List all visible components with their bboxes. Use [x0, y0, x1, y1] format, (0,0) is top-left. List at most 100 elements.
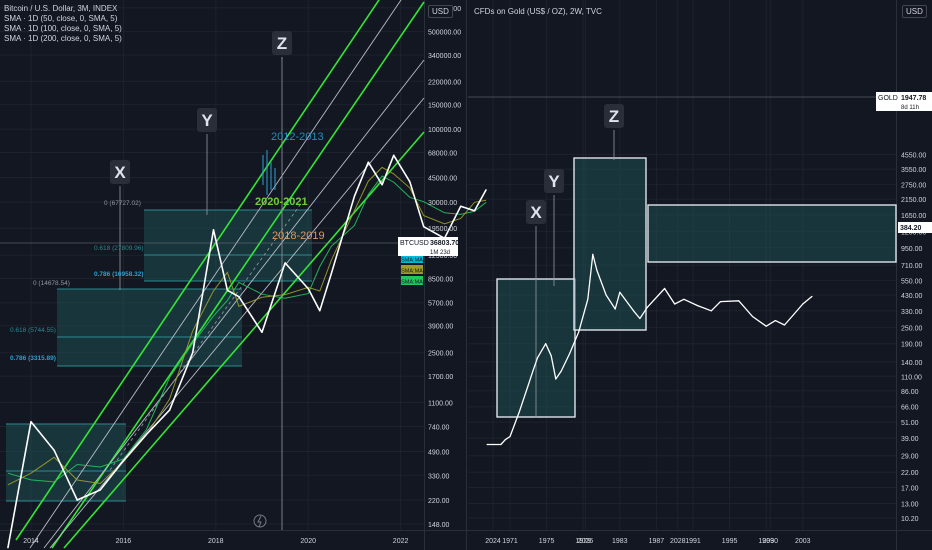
dashed-trendline — [109, 204, 301, 471]
data-point — [793, 313, 795, 316]
fib-label: 0 (14678.54) — [33, 280, 70, 287]
data-point — [330, 273, 332, 275]
btc-last-price: 36803.70 — [430, 240, 459, 247]
y-tick-label: 330.00 — [428, 473, 450, 480]
y-tick-label: 2150.00 — [901, 197, 926, 204]
y-tick-label: 4550.00 — [901, 152, 926, 159]
data-point — [30, 421, 32, 423]
y-tick-label: 500000.00 — [428, 30, 461, 37]
y-tick-label: 1650.00 — [901, 213, 926, 220]
data-point — [527, 384, 529, 386]
y-tick-label: 1700.00 — [428, 374, 453, 381]
legend-sma-100[interactable]: SMA · 1D (100, close, 0, SMA, 5) — [4, 24, 122, 33]
x-tick-label: 2003 — [795, 538, 811, 545]
data-point — [7, 547, 9, 549]
y-tick-label: 220000.00 — [428, 79, 461, 86]
wave-letter-Y: Y — [548, 172, 560, 191]
gold-series — [486, 253, 813, 446]
data-point — [614, 308, 616, 310]
data-point — [504, 439, 507, 441]
x-tick-label: 2024 — [485, 538, 501, 545]
data-point — [536, 357, 539, 359]
fib-box — [6, 424, 126, 501]
wave-tag — [544, 169, 564, 193]
data-point — [145, 433, 148, 435]
legend-sma-50[interactable]: SMA · 1D (50, close, 0, SMA, 5) — [4, 14, 118, 23]
data-point — [605, 294, 607, 296]
data-point — [238, 296, 240, 298]
data-point — [192, 352, 194, 354]
y-tick-label: 100000.00 — [428, 127, 461, 134]
data-point — [353, 195, 355, 197]
left-time-axis: 2014 2016 2018 2020 2022 2024 2026 2028 2030 — [23, 538, 778, 545]
legend-symbol[interactable]: CFDs on Gold (US$ / OZ), 2W, TVC — [474, 7, 602, 16]
fib-box — [144, 210, 312, 281]
channel-line — [49, 97, 425, 549]
y-tick-label: 45000.00 — [428, 176, 457, 183]
flash-icon — [257, 515, 262, 528]
wave-letter-Z: Z — [277, 34, 287, 53]
x-tick-label: 1991 — [685, 538, 701, 545]
data-point — [710, 310, 712, 312]
y-tick-label: 19500.00 — [428, 226, 457, 233]
y-tick-label: 12500.00 — [428, 253, 457, 260]
data-point — [122, 460, 124, 462]
right-time-axis: 1971 1975 1979 1983 1987 1991 1995 1999 2003 — [502, 538, 810, 545]
y-tick-label: 13.00 — [901, 502, 919, 509]
y-tick-label: 3900.00 — [428, 324, 453, 331]
x-tick-label: 1995 — [722, 538, 738, 545]
channel-line — [29, 0, 402, 549]
wave-tag — [604, 104, 624, 128]
y-tick-label: 250.00 — [901, 325, 923, 332]
x-tick-label: 2016 — [116, 538, 132, 545]
y-tick-label: 8500.00 — [428, 277, 453, 284]
fib-label: 0 (67727.02) — [104, 200, 141, 207]
sma-line — [7, 166, 487, 486]
overlay-labels: BTCUSD 36803.70 1M 23d GOLD 1947.78 8d 11h 384… — [398, 92, 932, 256]
gold-countdown: 8d 11h — [901, 105, 919, 111]
data-point — [719, 301, 722, 303]
wave-tag — [197, 108, 217, 132]
y-tick-label: 140.00 — [901, 360, 923, 367]
data-point — [509, 435, 511, 438]
x-tick-label: 1983 — [612, 538, 628, 545]
data-point — [811, 295, 813, 298]
data-point — [596, 269, 598, 271]
data-point — [284, 262, 286, 264]
right-currency-button[interactable]: USD — [902, 5, 927, 18]
left-currency-button[interactable]: USD — [428, 5, 453, 18]
data-point — [500, 443, 502, 446]
data-point — [555, 378, 557, 380]
gold-last-tag — [898, 222, 932, 233]
x-tick-label: 2018 — [208, 538, 224, 545]
data-point — [639, 317, 641, 320]
data-point — [485, 189, 487, 191]
cycle-label: 2018-2019 — [272, 230, 325, 242]
btc-countdown: 1M 23d — [430, 250, 450, 256]
channel-line — [51, 1, 425, 549]
y-tick-label: 29.00 — [901, 454, 919, 461]
y-tick-label: 2500.00 — [428, 351, 453, 358]
data-point — [169, 409, 171, 411]
legend-sma-200[interactable]: SMA · 1D (200, close, 0, SMA, 5) — [4, 34, 122, 43]
wave-letter-X: X — [114, 163, 126, 182]
data-point — [738, 300, 740, 302]
wave-tag — [272, 31, 292, 55]
ghost-bar — [262, 155, 264, 185]
x-tick-label: 1987 — [649, 538, 665, 545]
y-tick-label: 39.00 — [901, 436, 919, 443]
data-point — [393, 154, 395, 156]
sma-tag-label: SMA:MA — [401, 258, 423, 264]
btc-price-tag — [398, 237, 458, 256]
data-point — [532, 370, 534, 372]
btc-series — [7, 154, 487, 549]
y-tick-label: 86.00 — [901, 389, 919, 396]
data-point — [381, 184, 383, 186]
cycle-label: 2012-2013 — [271, 131, 324, 143]
data-point — [619, 291, 621, 293]
data-point — [578, 331, 580, 333]
data-point — [261, 331, 263, 333]
legend-symbol[interactable]: Bitcoin / U.S. Dollar, 3M, INDEX — [4, 4, 118, 13]
data-point — [696, 305, 699, 307]
